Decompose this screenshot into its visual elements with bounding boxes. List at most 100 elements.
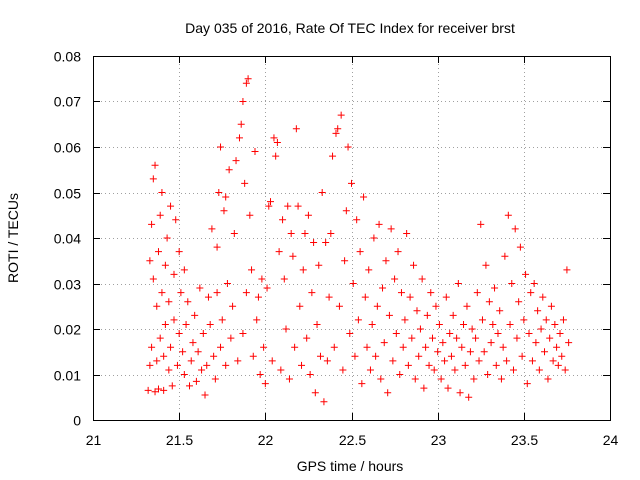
data-point — [509, 366, 517, 374]
data-point — [280, 275, 288, 283]
axes: 0 0.01 0.02 0.03 0.04 0.05 0.06 0.07 0.08 21 21.5 2… — [54, 49, 619, 449]
data-point — [180, 266, 188, 274]
data-point — [215, 189, 223, 196]
data-point — [306, 371, 314, 378]
data-point — [565, 339, 573, 347]
data-point — [167, 343, 175, 351]
data-point — [235, 134, 243, 142]
data-point — [327, 229, 335, 237]
x-tick-label: 21 — [86, 432, 102, 448]
data-point — [539, 293, 547, 301]
data-point — [206, 320, 214, 328]
data-point — [230, 229, 238, 237]
data-point — [516, 243, 524, 251]
data-point — [151, 161, 159, 169]
x-tick-label: 22.5 — [339, 432, 366, 448]
data-point — [563, 266, 571, 274]
data-point — [237, 120, 245, 128]
data-point — [160, 386, 168, 394]
data-point — [332, 129, 340, 137]
data-point — [189, 339, 197, 347]
data-point — [153, 357, 161, 365]
data-point — [222, 193, 230, 201]
data-point — [196, 284, 204, 292]
data-point — [241, 179, 249, 187]
data-point — [222, 361, 230, 369]
data-point — [449, 311, 457, 319]
data-point — [313, 320, 321, 328]
data-point — [149, 275, 157, 283]
data-point — [289, 252, 297, 260]
data-point — [456, 389, 464, 397]
data-point — [415, 352, 423, 360]
data-point — [285, 375, 293, 383]
data-point — [506, 320, 514, 328]
data-point — [451, 366, 459, 374]
data-point — [389, 357, 397, 365]
data-point — [210, 352, 218, 360]
data-point — [406, 293, 414, 301]
data-point — [527, 289, 535, 297]
data-point — [478, 316, 486, 324]
data-point — [361, 293, 369, 301]
data-point — [298, 361, 306, 369]
data-point — [248, 266, 256, 274]
data-point — [392, 330, 400, 338]
data-point — [437, 375, 445, 383]
data-point — [427, 289, 435, 297]
data-point — [444, 384, 452, 392]
data-point — [394, 248, 402, 256]
y-tick-label: 0.03 — [54, 277, 81, 293]
data-point — [182, 320, 190, 328]
data-point — [411, 375, 419, 383]
data-point — [410, 261, 418, 269]
data-point — [387, 225, 395, 233]
data-point — [520, 316, 528, 324]
data-point — [508, 280, 516, 287]
data-point — [261, 380, 269, 388]
data-point — [348, 179, 355, 187]
data-point — [165, 298, 173, 306]
data-point — [170, 316, 178, 324]
data-point — [260, 343, 268, 351]
data-point — [179, 348, 187, 356]
data-point — [153, 302, 161, 310]
data-point — [199, 330, 207, 338]
data-point — [144, 386, 152, 394]
data-point — [547, 302, 555, 310]
data-point — [373, 302, 381, 310]
data-point — [496, 307, 504, 315]
data-point — [353, 216, 361, 224]
data-point — [318, 189, 326, 196]
data-point — [522, 270, 530, 278]
data-point — [379, 284, 387, 292]
data-point — [360, 193, 368, 201]
data-point — [494, 330, 502, 338]
data-point — [422, 343, 430, 351]
data-point — [497, 375, 505, 383]
data-point — [528, 357, 536, 365]
data-point — [530, 280, 538, 287]
data-point — [220, 207, 228, 215]
data-point — [211, 375, 219, 383]
data-point — [554, 361, 562, 369]
y-tick-label: 0 — [73, 413, 81, 429]
data-point — [477, 220, 485, 228]
data-point — [372, 352, 380, 360]
data-point — [291, 343, 299, 351]
data-point — [279, 216, 287, 224]
data-point — [408, 334, 416, 342]
data-point — [172, 216, 180, 224]
data-point — [430, 366, 438, 374]
data-point — [504, 211, 512, 219]
data-point — [542, 316, 550, 324]
data-point — [375, 220, 383, 228]
data-point — [397, 289, 405, 297]
data-point — [460, 320, 468, 328]
data-point — [503, 357, 511, 365]
data-point — [382, 257, 390, 265]
data-point — [370, 234, 378, 242]
data-point — [203, 361, 211, 369]
data-point — [246, 211, 254, 219]
